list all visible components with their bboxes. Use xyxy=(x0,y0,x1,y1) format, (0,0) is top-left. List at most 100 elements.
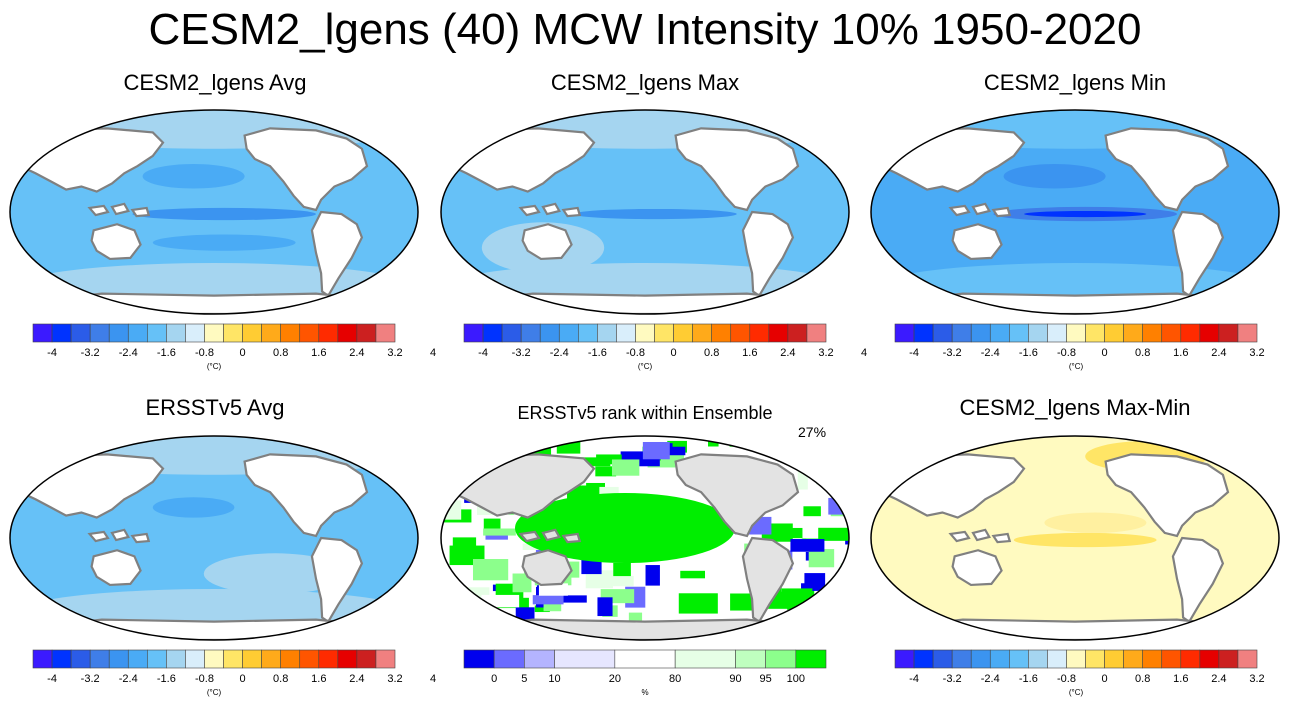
rank-cell xyxy=(840,437,849,454)
colorbar-swatch xyxy=(482,323,503,343)
colorbar-swatch xyxy=(185,323,205,343)
colorbar-swatch xyxy=(1199,649,1220,669)
colorbar-swatch xyxy=(765,649,797,669)
rank-cell xyxy=(483,528,516,536)
rank-cell xyxy=(538,583,568,596)
colorbar-swatch xyxy=(318,323,339,343)
continent xyxy=(10,620,418,640)
colorbar-swatch xyxy=(970,649,991,669)
rank-cell xyxy=(848,438,849,449)
continent xyxy=(521,532,539,541)
colorbar-tick-label: 2.4 xyxy=(349,347,364,359)
continent xyxy=(245,454,367,536)
colorbar-swatch xyxy=(375,649,396,669)
colorbar-tick-label: -4 xyxy=(478,347,488,359)
continent xyxy=(90,532,108,541)
colorbar-swatch xyxy=(1104,649,1124,669)
ocean-anomaly-band xyxy=(1023,210,1147,218)
continent xyxy=(871,620,1279,640)
colorbar-tick-label: 3.2 xyxy=(818,347,833,359)
colorbar-swatch xyxy=(1180,649,1201,669)
colorbar-swatch xyxy=(913,323,934,343)
colorbar-3: -4 -3.2 -2.4 -1.6 -0.8 0 0.8 1.6 2.4 3.2 4 (°C) xyxy=(32,649,436,697)
colorbar-tick-label: 0 xyxy=(491,673,497,685)
rank-cell xyxy=(557,595,587,603)
colorbar-tick-label: -4 xyxy=(47,347,57,359)
continent xyxy=(112,530,128,540)
rank-cell xyxy=(661,446,686,456)
panel-title: ERSSTv5 Avg xyxy=(145,395,285,420)
colorbar-swatch xyxy=(597,323,617,343)
rank-cell xyxy=(477,445,501,463)
rank-cell xyxy=(613,562,631,577)
colorbar-swatch xyxy=(932,323,953,343)
colorbar-units: % xyxy=(641,688,648,697)
colorbar-tick-label: 3.2 xyxy=(1249,347,1264,359)
colorbar-swatch xyxy=(463,323,484,343)
colorbar-swatch xyxy=(1009,323,1029,343)
colorbar-swatch xyxy=(989,323,1010,343)
rank-cell xyxy=(835,598,849,609)
colorbar-swatch xyxy=(356,649,377,669)
colorbar-tick-label: -3.2 xyxy=(943,673,962,685)
rank-cell xyxy=(797,470,808,490)
panel-title: ERSSTv5 rank within Ensemble xyxy=(517,403,773,423)
colorbar-tick-label: 3.2 xyxy=(387,347,402,359)
ocean-anomaly-band xyxy=(573,208,737,220)
panel-min: CESM2_lgens Min xyxy=(860,0,1290,711)
colorbar-swatch xyxy=(735,649,766,669)
colorbar-swatch xyxy=(578,323,598,343)
panel-title: CESM2_lgens Min xyxy=(983,70,1167,95)
colorbar-tick-label: -4 xyxy=(909,347,919,359)
colorbar-swatch xyxy=(356,323,377,343)
panel-title: CESM2_lgens Avg xyxy=(123,70,307,95)
colorbar-units: (°C) xyxy=(1069,362,1084,371)
colorbar-tick-label: 0 xyxy=(240,347,246,359)
continent xyxy=(543,204,559,214)
colorbar-units: (°C) xyxy=(207,688,222,697)
colorbar-tick-label: 4 xyxy=(430,347,436,359)
continent xyxy=(743,212,793,296)
rank-cell xyxy=(642,441,670,460)
continent xyxy=(543,530,559,540)
ocean-anomaly-band xyxy=(152,234,296,251)
map-3 xyxy=(9,435,419,641)
continent xyxy=(312,212,362,296)
colorbar-swatch xyxy=(1161,323,1182,343)
colorbar-swatch xyxy=(951,649,972,669)
ocean-anomaly-band xyxy=(132,207,316,221)
panel-ersst-avg: ERSSTv5 Avg xyxy=(0,0,430,711)
rank-cell xyxy=(485,533,508,540)
colorbar-swatch xyxy=(166,649,186,669)
colorbar-tick-label: -3.2 xyxy=(81,673,100,685)
colorbar-swatch xyxy=(1123,323,1143,343)
rank-cell xyxy=(836,625,849,640)
colorbar-swatch xyxy=(730,323,751,343)
colorbar-tick-label: 1.6 xyxy=(742,347,757,359)
colorbar-tick-label: 0 xyxy=(671,347,677,359)
colorbar-swatch xyxy=(787,323,808,343)
colorbar-swatch xyxy=(89,323,110,343)
colorbar-tick-label: -0.8 xyxy=(195,673,214,685)
colorbar-swatch xyxy=(558,323,579,343)
colorbar-tick-label: -1.6 xyxy=(157,347,176,359)
colorbar-tick-label: 2.4 xyxy=(1211,347,1226,359)
continent xyxy=(245,128,367,210)
colorbar-swatch xyxy=(70,323,91,343)
colorbar-swatch xyxy=(749,323,770,343)
rank-cell xyxy=(532,595,564,605)
colorbar-swatch xyxy=(51,323,72,343)
colorbar-swatch xyxy=(1085,649,1105,669)
continent xyxy=(396,465,418,498)
panel-ersst-rank: ERSSTv5 rank within Ensemble xyxy=(430,0,860,711)
colorbar-swatch xyxy=(299,323,320,343)
rank-cell xyxy=(508,436,537,444)
rank-cell xyxy=(601,575,634,587)
map-border xyxy=(870,109,1280,315)
continent xyxy=(827,465,849,498)
ocean-anomaly-band xyxy=(203,553,347,595)
rank-cell xyxy=(446,462,467,477)
panel-max-min: CESM2_lgens Max-Min xyxy=(860,0,1290,711)
rank-cell xyxy=(783,527,807,539)
colorbar-tick-label: -3.2 xyxy=(81,347,100,359)
